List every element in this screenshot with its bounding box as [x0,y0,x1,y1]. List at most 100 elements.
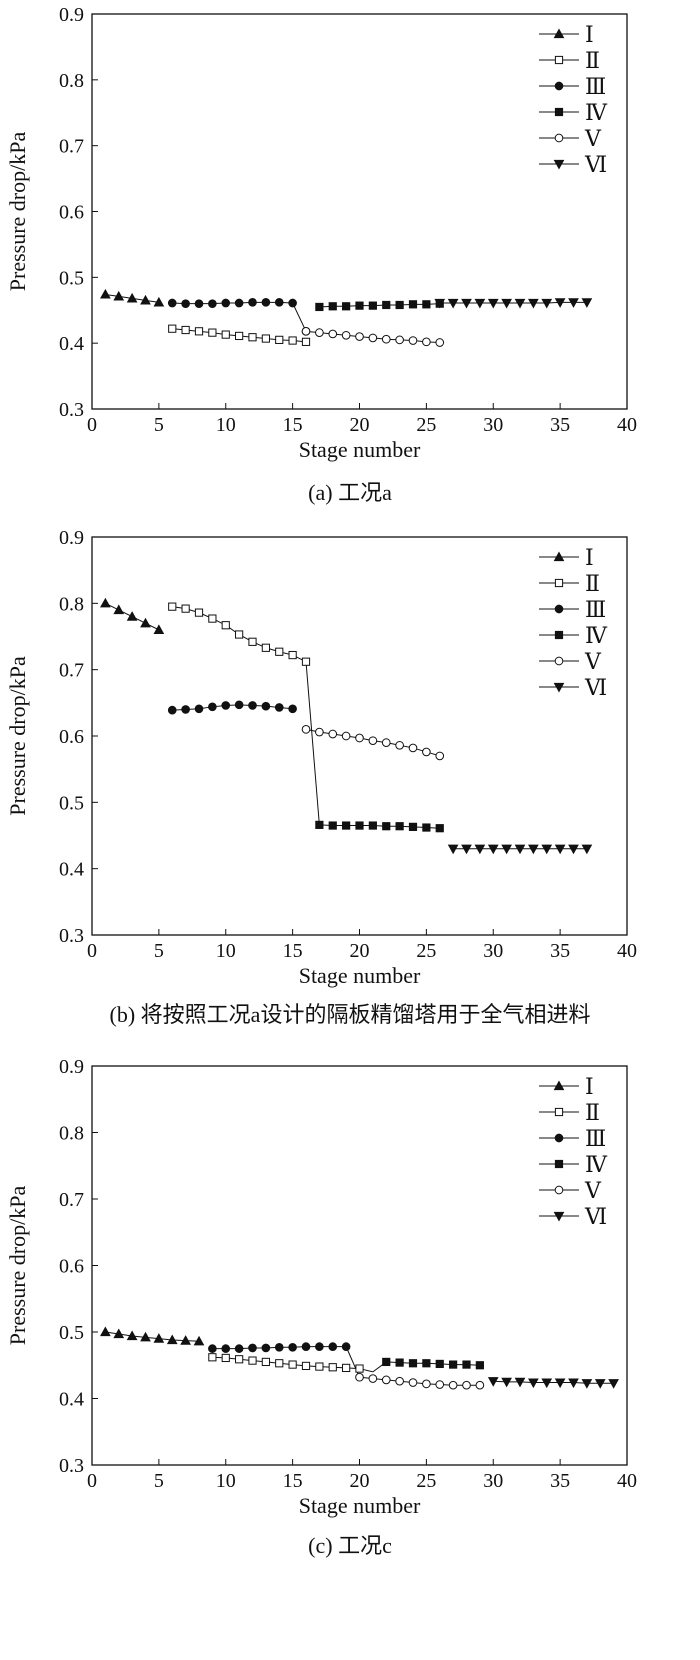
data-point [341,731,351,741]
data-point [113,290,125,301]
x-tick-label: 10 [216,940,236,962]
chart-panel-2: 0 5 10 15 20 25 30 35 40 0.3 0.4 0.5 0.6 0.7 0.8 0.9 Sta… [5,527,637,1027]
data-point [248,637,257,646]
data-point [261,1343,271,1353]
legend-marker [554,1185,564,1195]
y-tick-label: 0.3 [59,1455,84,1477]
data-point [248,298,257,307]
legend-label: Ⅰ [585,545,594,570]
series-1 [100,288,165,307]
data-point [181,604,190,613]
series-5 [301,725,445,761]
data-point [301,326,311,336]
y-tick-label: 0.5 [59,267,84,289]
x-tick-label: 30 [483,414,503,436]
data-point [568,298,579,308]
series-4 [315,299,444,312]
data-point [181,705,190,714]
y-tick-label: 0.7 [59,660,84,682]
data-point [461,844,472,855]
series-line [359,1376,480,1386]
data-point [208,614,217,623]
series-5 [301,326,445,347]
data-point [382,1357,391,1367]
figure-caption: (b) 将按照工况a设计的隔板精馏塔用于全气相进料 [110,1002,591,1027]
x-tick-label: 40 [617,1470,637,1492]
data-point [248,333,257,342]
data-point [368,301,377,310]
x-tick-label: 20 [350,1470,370,1492]
legend-label: Ⅲ [585,1126,606,1151]
data-point [193,1335,205,1346]
y-tick-label: 0.5 [59,792,84,814]
data-point [342,1363,351,1373]
figure-caption: (c) 工况c [308,1533,392,1558]
data-point [288,298,297,308]
legend-label: Ⅲ [585,597,606,622]
data-point [100,288,111,299]
plot-frame [91,1065,628,1466]
data-point [301,725,311,734]
data-point [275,647,284,656]
data-point [234,700,244,710]
data-point [140,1331,151,1342]
data-point [408,822,418,831]
data-point [382,822,391,831]
series-5 [355,1372,485,1390]
plot-frame [91,13,628,410]
series-3 [167,700,297,715]
data-point [408,300,418,309]
data-point [221,701,231,710]
legend-marker [553,551,565,562]
data-point [487,844,499,855]
data-point [181,325,190,335]
y-tick-label: 0.6 [59,726,84,748]
y-tick-label: 0.7 [59,1189,84,1211]
y-tick-label: 0.3 [59,925,84,947]
data-point [315,1342,324,1351]
x-tick-label: 40 [617,940,637,962]
data-point [554,298,566,308]
legend-label: Ⅵ [584,675,607,700]
legend-label: Ⅴ [584,649,602,674]
data-point [528,844,539,855]
data-point [234,298,244,308]
connector-line [305,661,320,825]
legend-marker [554,81,564,91]
series-1 [100,597,165,634]
series-2 [208,1353,364,1373]
series-line [493,1380,614,1384]
data-point [355,332,364,341]
data-point [408,336,418,345]
series-line [319,303,440,308]
x-tick-label: 20 [350,414,370,436]
data-point [462,1360,471,1369]
data-point [435,338,445,347]
data-point [355,821,364,830]
data-point [221,1344,231,1353]
data-point [261,701,271,711]
data-point [514,298,526,309]
data-point [528,1378,539,1389]
data-point [554,844,566,855]
data-point [126,1330,138,1341]
data-point [235,1355,244,1364]
data-point [447,298,459,309]
data-point [301,1361,311,1371]
data-point [315,820,324,829]
x-tick-label: 35 [550,1470,570,1492]
data-point [274,703,284,712]
data-point [221,621,230,630]
x-tick-label: 0 [87,940,97,962]
x-tick-label: 0 [87,1470,97,1492]
x-tick-label: 10 [216,1470,236,1492]
y-tick-label: 0.6 [59,202,84,224]
data-point [235,331,244,341]
x-tick-label: 40 [617,414,637,436]
data-point [475,1380,485,1390]
data-point [315,727,324,737]
legend-marker [554,107,564,117]
data-point [435,1359,444,1369]
